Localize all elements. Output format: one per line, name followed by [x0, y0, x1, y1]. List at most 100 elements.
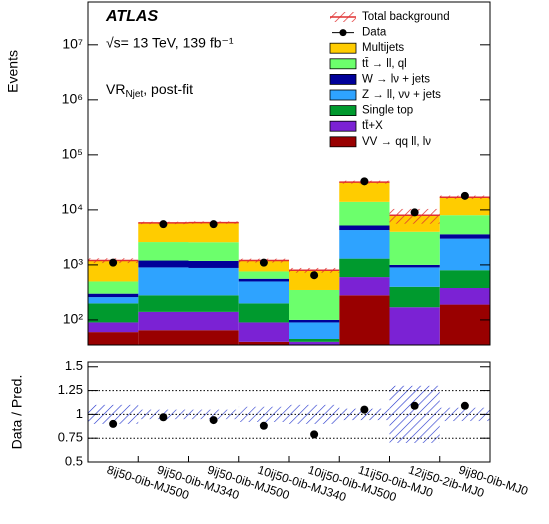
experiment-label: ATLAS [105, 8, 158, 25]
data-point [259, 258, 268, 267]
bar-segment [188, 260, 239, 268]
ratio-point [159, 413, 168, 422]
region-base: VR [106, 81, 125, 97]
y-tick-label: 0.75 [58, 430, 83, 445]
bar-segment [238, 281, 289, 304]
ratio-axis-label: Data / Pred. [9, 375, 25, 450]
bar-segment [138, 222, 189, 243]
ratio-point [460, 401, 469, 410]
y-tick-label: 1.5 [65, 358, 83, 373]
y-tick-label: 10² [63, 311, 84, 327]
bar-segment [88, 297, 139, 304]
data-point [159, 220, 168, 229]
y-tick-label: 10⁶ [62, 91, 83, 107]
legend-swatch [329, 74, 357, 85]
bar-segment [389, 231, 440, 265]
data-point [460, 191, 469, 200]
ratio-point [209, 416, 218, 425]
bar-segment [289, 338, 340, 342]
bar-segment [188, 330, 239, 345]
bar-segment [138, 295, 189, 312]
bar-segment [389, 264, 440, 268]
ratio-uncertainty-band [289, 404, 340, 424]
energy-label: √s= 13 TeV, 139 fb⁻¹ [106, 35, 234, 51]
bar-segment [339, 225, 390, 231]
bar-segment [289, 270, 340, 290]
bar-segment [238, 278, 289, 282]
data-point [360, 177, 369, 186]
bar-segment [138, 267, 189, 296]
bar-segment [439, 288, 490, 305]
bar-segment [339, 258, 390, 278]
bar-segment [88, 303, 139, 323]
bar-segment [389, 286, 440, 308]
bar-segment [439, 197, 490, 216]
region-sub: Njet [125, 89, 143, 100]
bar-segment [88, 293, 139, 298]
ratio-point [259, 421, 268, 430]
bar-segment [88, 260, 139, 282]
bar-segment [439, 304, 490, 345]
bar-segment [389, 267, 440, 287]
ratio-uncertainty-band [439, 407, 490, 422]
legend-swatch [329, 105, 357, 116]
bar-segment [339, 201, 390, 226]
bar-segment [138, 311, 189, 331]
legend-label: W → lν + jets [362, 73, 430, 85]
legend-label: Single top [362, 105, 413, 117]
y-tick-label: 1.25 [58, 382, 83, 397]
data-point [109, 258, 118, 267]
legend-label: tt̄ → ll, ql [362, 57, 407, 69]
bar-segment [439, 238, 490, 271]
legend-swatch [329, 42, 357, 54]
legend-swatch [329, 58, 357, 70]
legend-label: Z → ll, νν + jets [362, 89, 441, 101]
legend-swatch [339, 29, 347, 37]
data-point [209, 220, 218, 229]
bar-segment [339, 295, 390, 345]
y-tick-label: 10⁵ [62, 146, 83, 162]
legend-label: Multijets [362, 42, 404, 54]
bar-segment [238, 303, 289, 323]
region-rest: , post-fit [143, 81, 193, 97]
bar-segment [289, 322, 340, 339]
bar-segment [289, 319, 340, 323]
bar-segment [188, 222, 239, 243]
ratio-point [109, 419, 118, 428]
data-point [310, 271, 319, 280]
bar-segment [339, 277, 390, 296]
legend-label: Data [362, 27, 387, 39]
legend-label: VV → qq ll, lν [362, 136, 431, 148]
ratio-point [360, 405, 369, 414]
bar-segment [339, 230, 390, 259]
bar-segment [88, 322, 139, 333]
legend-label: tt̄+X [362, 120, 383, 132]
bar-segment [439, 215, 490, 235]
bar-segment [439, 270, 490, 289]
bar-segment [238, 341, 289, 345]
bar-segment [88, 332, 139, 345]
y-tick-label: 10³ [63, 256, 84, 272]
bar-segment [188, 295, 239, 312]
bar-segment [138, 260, 189, 268]
ratio-point [310, 430, 319, 439]
region-label: VRNjet, post-fit [106, 81, 193, 100]
ratio-point [410, 401, 419, 410]
y-tick-label: 10⁷ [62, 36, 83, 52]
ratio-uncertainty-band [339, 408, 390, 421]
y-tick-label: 1 [76, 406, 83, 421]
legend-swatch [329, 89, 357, 101]
bar-segment [138, 330, 189, 345]
bar-segment [188, 311, 239, 331]
bar-segment [188, 267, 239, 296]
y-tick-label: 10⁴ [61, 201, 83, 217]
bar-segment [289, 289, 340, 320]
ratio-uncertainty-band [188, 409, 239, 420]
bar-segment [289, 341, 340, 345]
legend-label: Total background [362, 11, 450, 23]
bar-segment [138, 242, 189, 261]
bar-segment [188, 242, 239, 261]
legend-swatch [329, 136, 357, 148]
bar-segment [238, 271, 289, 279]
